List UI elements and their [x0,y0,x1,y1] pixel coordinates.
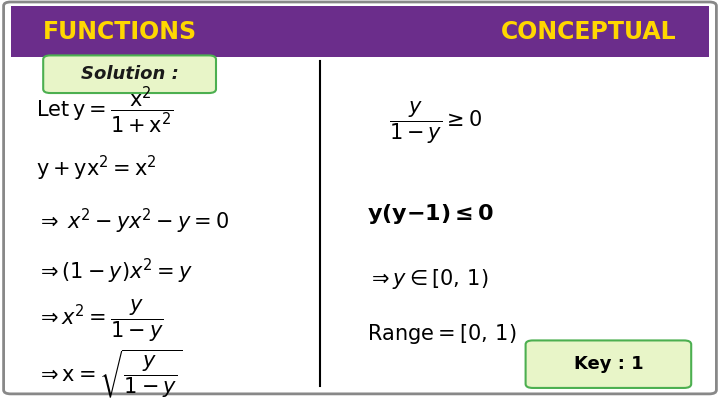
Text: $\Rightarrow x^2 = \dfrac{y}{1-y}$: $\Rightarrow x^2 = \dfrac{y}{1-y}$ [36,297,164,344]
Text: CONCEPTUAL: CONCEPTUAL [501,20,677,44]
Text: $\mathrm{y+yx^2 = x^2}$: $\mathrm{y+yx^2 = x^2}$ [36,153,157,183]
FancyBboxPatch shape [43,55,216,93]
Text: $\Rightarrow(1-y)x^2 = y$: $\Rightarrow(1-y)x^2 = y$ [36,256,193,286]
FancyBboxPatch shape [4,2,716,394]
Text: $\Rightarrow y\in [0,\,1)$: $\Rightarrow y\in [0,\,1)$ [367,267,489,291]
FancyBboxPatch shape [526,341,691,388]
FancyBboxPatch shape [11,6,709,58]
Text: $\mathbf{y(y{-}1){\leq}0}$: $\mathbf{y(y{-}1){\leq}0}$ [367,202,495,226]
Text: $\mathrm{Let\,y=\dfrac{x^2}{1+x^2}}$: $\mathrm{Let\,y=\dfrac{x^2}{1+x^2}}$ [36,85,174,136]
Text: FUNCTIONS: FUNCTIONS [43,20,197,44]
Text: Key : 1: Key : 1 [574,355,643,373]
Text: $\Rightarrow\; x^2 - yx^2 - y=0$: $\Rightarrow\; x^2 - yx^2 - y=0$ [36,207,229,236]
Text: $\mathrm{Range} = [0,\,1)$: $\mathrm{Range} = [0,\,1)$ [367,322,517,347]
Text: $\dfrac{y}{1-y} \geq 0$: $\dfrac{y}{1-y} \geq 0$ [389,100,482,146]
Text: Solution :: Solution : [81,65,179,83]
Text: $\Rightarrow \mathrm{x} = \sqrt{\dfrac{y}{1-y}}$: $\Rightarrow \mathrm{x} = \sqrt{\dfrac{y… [36,348,182,401]
